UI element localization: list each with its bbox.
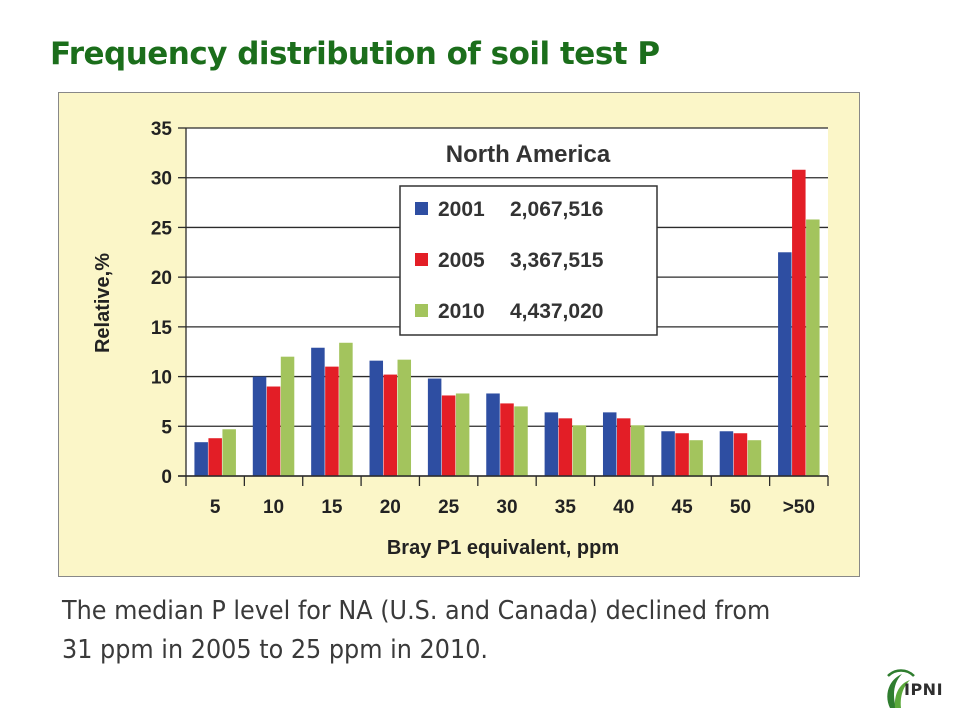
bar-2005-45 — [675, 433, 689, 476]
bar-2010-45 — [689, 440, 703, 476]
bar-2010-40 — [630, 425, 645, 476]
x-tick-label: 10 — [263, 497, 284, 518]
y-axis-label: Relative,% — [92, 253, 114, 353]
bar-chart: 0 5 10 15 20 25 30 35 5 10 15 20 25 30 35 40 45 50 >50 Nor… — [92, 119, 829, 559]
bar-2005-25 — [441, 395, 456, 476]
caption-line-2: 31 ppm in 2005 to 25 ppm in 2010. — [62, 635, 489, 665]
caption: The median P level for NA (U.S. and Cana… — [62, 592, 844, 670]
bar-2010-25 — [455, 393, 470, 476]
y-tick-label: 15 — [151, 318, 173, 339]
y-tick-label: 35 — [151, 119, 173, 140]
bar-2005-50 — [733, 433, 748, 476]
bar-2010-35 — [572, 425, 587, 476]
x-tick-label: 15 — [321, 497, 343, 518]
legend-year-2005: 2005 — [438, 249, 485, 272]
ipni-logo: IPNI — [880, 668, 952, 712]
x-tick-label: 5 — [210, 497, 221, 518]
legend-year-2010: 2010 — [438, 300, 485, 323]
chart-panel: 0 5 10 15 20 25 30 35 5 10 15 20 25 30 35 40 45 50 >50 Nor… — [58, 92, 860, 577]
legend-swatch-2010 — [415, 304, 428, 317]
bar-2005-gt50 — [792, 169, 806, 476]
bar-2005-35 — [558, 418, 573, 476]
caption-line-1: The median P level for NA (U.S. and Cana… — [62, 596, 771, 626]
legend-count-2001: 2,067,516 — [510, 198, 603, 221]
bar-2001-50 — [719, 431, 734, 476]
y-tick-label: 5 — [161, 417, 172, 438]
legend-count-2005: 3,367,515 — [510, 249, 604, 272]
legend-year-2001: 2001 — [438, 198, 485, 221]
y-tick-label: 0 — [161, 467, 172, 488]
legend-box — [399, 185, 658, 336]
x-tick-label: 45 — [672, 497, 694, 518]
bar-2010-30 — [514, 406, 528, 476]
chart-title: North America — [446, 141, 611, 168]
y-tick-label: 20 — [151, 268, 172, 289]
bar-2010-15 — [339, 342, 353, 476]
bar-2001-gt50 — [778, 252, 792, 476]
bar-2001-25 — [427, 378, 442, 476]
bar-2001-10 — [252, 376, 267, 476]
bar-2010-50 — [747, 440, 762, 476]
logo-text: IPNI — [904, 680, 944, 699]
bar-2010-10 — [280, 356, 295, 476]
bar-2005-15 — [325, 366, 339, 476]
x-tick-label: 30 — [496, 497, 517, 518]
x-tick-label: >50 — [783, 497, 815, 518]
bar-2005-30 — [500, 403, 514, 476]
bar-2001-15 — [311, 347, 325, 476]
bar-2010-5 — [222, 429, 236, 476]
x-tick-label: 40 — [613, 497, 634, 518]
x-tick-label: 50 — [730, 497, 751, 518]
y-tick-label: 30 — [151, 169, 172, 190]
bar-2010-gt50 — [806, 219, 820, 476]
bar-2001-20 — [369, 360, 384, 476]
slide-title: Frequency distribution of soil test P — [50, 36, 660, 72]
legend-swatch-2005 — [415, 253, 428, 266]
bar-2001-40 — [602, 412, 617, 476]
x-axis-label: Bray P1 equivalent, ppm — [387, 537, 619, 559]
x-tick-label: 20 — [380, 497, 401, 518]
y-tick-label: 25 — [151, 218, 173, 239]
legend-swatch-2001 — [415, 202, 428, 215]
bar-2005-10 — [266, 386, 281, 476]
x-tick-label: 25 — [438, 497, 460, 518]
bar-2001-35 — [544, 412, 559, 476]
bar-2005-40 — [616, 418, 631, 476]
bar-2005-20 — [383, 374, 398, 476]
x-tick-label: 35 — [555, 497, 577, 518]
bar-2001-5 — [194, 442, 208, 476]
bar-2005-5 — [208, 438, 222, 476]
bar-2001-45 — [661, 431, 675, 476]
legend-count-2010: 4,437,020 — [510, 300, 603, 323]
y-tick-label: 10 — [151, 368, 172, 389]
bar-2001-30 — [486, 393, 500, 476]
ipni-leaf-icon — [887, 669, 915, 708]
bar-2010-20 — [397, 359, 412, 476]
